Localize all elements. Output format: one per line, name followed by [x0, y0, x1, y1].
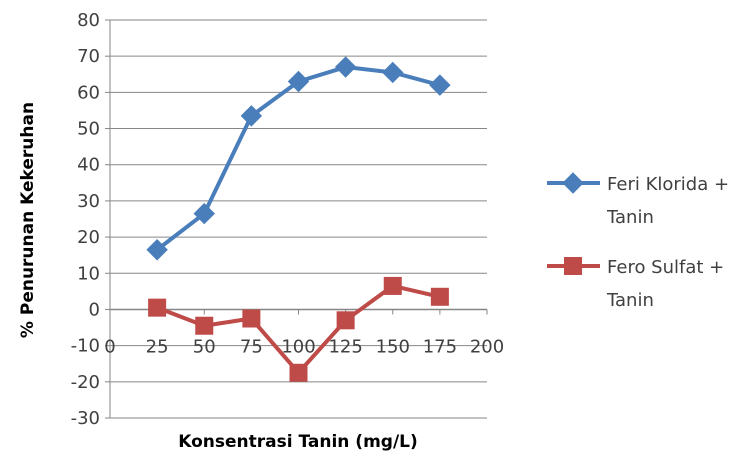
data-point [146, 239, 168, 261]
data-point [382, 61, 404, 84]
x-tick-labels: 0 25 50 75 100 125 150 175 200 [104, 336, 504, 357]
y-tick-label: 10 [77, 263, 100, 284]
series-1 [146, 56, 451, 261]
data-point [430, 287, 449, 306]
data-point [148, 298, 167, 317]
data-point [195, 316, 214, 335]
series-group [146, 56, 451, 382]
legend-label: Fero Sulfat + [607, 257, 724, 278]
x-tick-label: 200 [470, 336, 504, 357]
series-line [155, 65, 442, 252]
y-tick-label: -10 [71, 336, 100, 357]
data-point [336, 311, 355, 330]
y-tick-label: 60 [77, 82, 100, 103]
y-tick-label: 80 [77, 10, 100, 31]
data-point [334, 56, 357, 78]
y-tick-label: 40 [77, 155, 100, 176]
x-tick-label: 150 [376, 336, 410, 357]
y-tick-label: 0 [89, 299, 100, 320]
series-2 [148, 276, 449, 382]
data-point [193, 202, 215, 225]
x-tick-label: 175 [423, 336, 457, 357]
y-tick-labels: 80 70 60 50 40 30 20 10 0 -10 -20 -30 [71, 10, 100, 429]
legend: Feri Klorida + Tanin Fero Sulfat + Tanin [547, 172, 729, 311]
data-point [289, 363, 308, 382]
data-point [429, 74, 451, 96]
legend-label: Tanin [606, 290, 654, 311]
data-point [383, 276, 402, 295]
data-point [242, 309, 261, 328]
legend-marker [564, 257, 582, 275]
legend-marker [562, 172, 584, 194]
y-tick-label: 50 [77, 119, 100, 140]
y-tick-label: -30 [71, 408, 100, 429]
legend-entry-2: Fero Sulfat + Tanin [547, 257, 724, 311]
x-tick-label: 100 [281, 336, 315, 357]
x-tick-label: 0 [104, 336, 115, 357]
y-tick-label: 20 [77, 227, 100, 248]
y-tick-label: 30 [77, 191, 100, 212]
data-point [287, 70, 310, 93]
x-tick-label: 25 [146, 336, 169, 357]
legend-label: Tanin [606, 207, 654, 228]
x-axis-label: Konsentrasi Tanin (mg/L) [178, 432, 418, 452]
y-axis-label: % Penurunan Kekeruhan [18, 102, 38, 338]
x-tick-label: 75 [240, 336, 263, 357]
axes [105, 19, 488, 419]
legend-label: Feri Klorida + [607, 174, 729, 195]
y-tick-label: 70 [77, 46, 100, 67]
x-tick-label: 125 [328, 336, 362, 357]
y-tick-label: -20 [71, 372, 100, 393]
legend-entry-1: Feri Klorida + Tanin [547, 172, 729, 228]
x-tick-label: 50 [193, 336, 216, 357]
data-point [240, 105, 263, 127]
